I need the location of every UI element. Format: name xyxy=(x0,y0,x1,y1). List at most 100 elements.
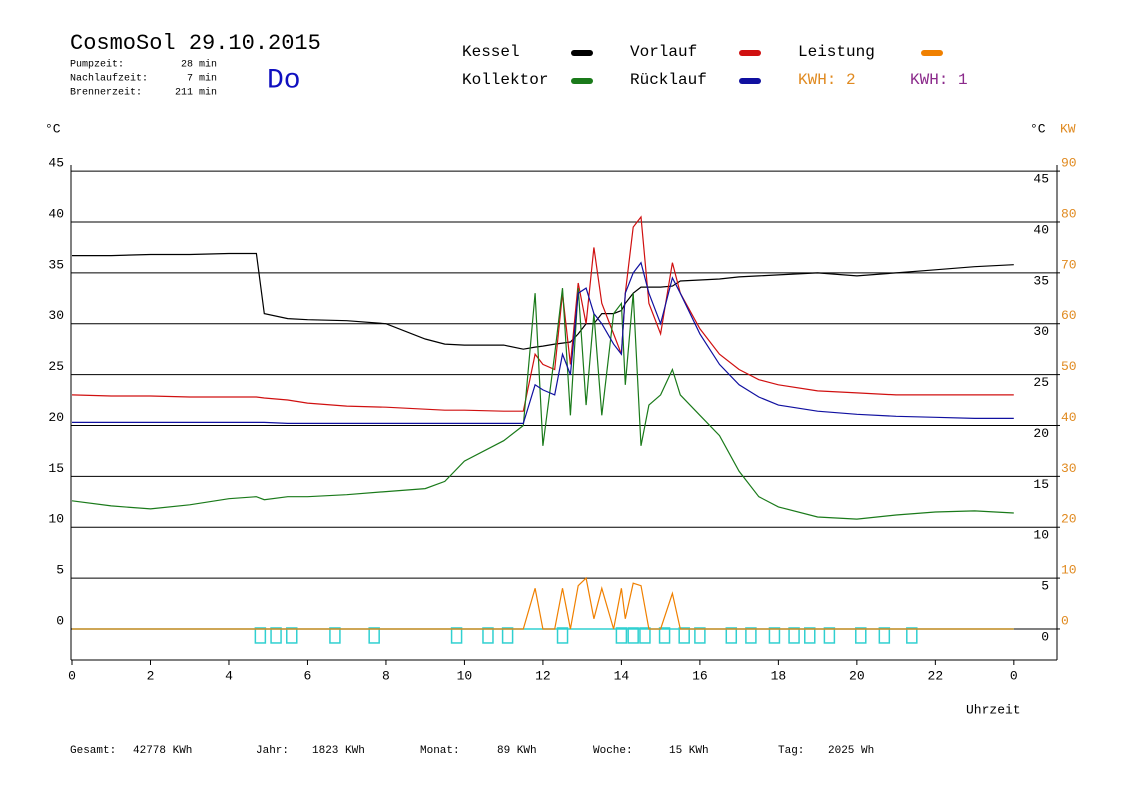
y2-axis-label: KW xyxy=(1060,121,1076,136)
x-tick-label: 20 xyxy=(849,668,865,683)
y2-tick-label: 60 xyxy=(1061,308,1077,323)
pump-event xyxy=(658,627,671,644)
pump-event xyxy=(678,627,690,644)
legend-label: Rücklauf xyxy=(630,71,707,89)
y-tick-label: 40 xyxy=(48,206,64,221)
info-label: Brennerzeit: xyxy=(70,87,142,99)
pump-event xyxy=(906,627,918,644)
pump-event xyxy=(270,627,282,644)
y-right-tick-label: 0 xyxy=(1041,629,1049,644)
y-right-tick-label: 5 xyxy=(1041,579,1049,594)
x-tick-label: 22 xyxy=(928,668,944,683)
weekday: Do xyxy=(267,65,301,96)
x-axis-label: Uhrzeit xyxy=(966,702,1021,717)
series-line xyxy=(72,261,1014,424)
y2-tick-label: 30 xyxy=(1061,461,1077,476)
x-tick-label: 4 xyxy=(225,668,233,683)
y-right-tick-label: 20 xyxy=(1033,426,1049,441)
y-tick-label: 45 xyxy=(48,156,64,171)
x-tick-label: 18 xyxy=(771,668,787,683)
footer-label: Jahr: xyxy=(256,745,289,757)
x-tick-label: 0 xyxy=(1010,668,1018,683)
pump-event xyxy=(482,627,494,644)
info-value: 28 min xyxy=(181,59,217,71)
y-tick-label: 25 xyxy=(48,359,64,374)
kwh-label: KWH: 2 xyxy=(798,71,856,89)
y2-tick-label: 0 xyxy=(1061,613,1069,628)
y-right-tick-label: 25 xyxy=(1033,375,1049,390)
footer-value: 42778 KWh xyxy=(133,745,192,757)
x-tick-label: 2 xyxy=(147,668,155,683)
y-right-tick-label: 30 xyxy=(1033,324,1049,339)
y-right-tick-label: 40 xyxy=(1033,222,1049,237)
footer-label: Woche: xyxy=(593,745,633,757)
footer-value: 15 KWh xyxy=(669,745,709,757)
footer-label: Tag: xyxy=(778,745,804,757)
x-tick-label: 6 xyxy=(304,668,312,683)
info-label: Nachlaufzeit: xyxy=(70,73,148,85)
y2-tick-label: 10 xyxy=(1061,563,1077,578)
kwh-label: KWH: 1 xyxy=(910,71,968,89)
y2-tick-label: 50 xyxy=(1061,359,1077,374)
y2-tick-label: 90 xyxy=(1061,156,1077,171)
y2-tick-label: 40 xyxy=(1061,410,1077,425)
series-line xyxy=(72,252,1014,350)
pump-event xyxy=(725,627,738,644)
legend-label: Kessel xyxy=(462,43,520,61)
legend-label: Kollektor xyxy=(462,71,548,89)
pump-event xyxy=(823,627,836,644)
y-tick-label: 0 xyxy=(56,613,64,628)
y-tick-label: 15 xyxy=(48,461,64,476)
pump-event xyxy=(804,627,816,644)
footer-label: Monat: xyxy=(420,745,460,757)
series-line xyxy=(71,288,1014,520)
y-tick-label: 30 xyxy=(48,308,64,323)
x-tick-label: 12 xyxy=(535,668,551,683)
y-right-tick-label: 45 xyxy=(1033,172,1049,187)
series-line xyxy=(71,215,1014,412)
y2-tick-label: 70 xyxy=(1061,257,1077,272)
y-tick-label: 35 xyxy=(48,257,64,272)
x-tick-label: 10 xyxy=(457,668,473,683)
y-right-label: °C xyxy=(1030,121,1046,136)
footer-value: 2025 Wh xyxy=(828,745,874,757)
x-tick-label: 14 xyxy=(614,668,630,683)
y-tick-label: 5 xyxy=(56,563,64,578)
y-axis-label: °C xyxy=(45,121,61,136)
pump-event xyxy=(286,627,298,644)
x-tick-label: 16 xyxy=(692,668,708,683)
y-right-tick-label: 10 xyxy=(1033,528,1049,543)
info-value: 7 min xyxy=(187,73,217,85)
info-value: 211 min xyxy=(175,87,217,99)
pump-event xyxy=(627,627,639,644)
legend-label: Vorlauf xyxy=(630,43,697,61)
footer-value: 89 KWh xyxy=(497,745,537,757)
pump-event xyxy=(556,627,569,644)
info-label: Pumpzeit: xyxy=(70,59,124,71)
footer-value: 1823 KWh xyxy=(312,745,365,757)
x-tick-label: 8 xyxy=(382,668,390,683)
pump-event xyxy=(745,627,757,644)
pump-event xyxy=(639,627,651,644)
pump-event xyxy=(615,627,628,644)
chart-title: CosmoSol 29.10.2015 xyxy=(70,31,321,56)
y2-tick-label: 20 xyxy=(1061,512,1077,527)
pump-event xyxy=(855,627,867,644)
pump-event xyxy=(501,627,514,644)
y-tick-label: 10 xyxy=(48,512,64,527)
pump-event xyxy=(694,627,706,644)
pump-event xyxy=(878,627,891,644)
series-line xyxy=(72,576,1014,630)
pump-event xyxy=(329,627,341,644)
x-tick-label: 0 xyxy=(68,668,76,683)
pump-event xyxy=(368,627,380,644)
legend-label: Leistung xyxy=(798,43,875,61)
y2-tick-label: 80 xyxy=(1061,206,1077,221)
y-right-tick-label: 15 xyxy=(1033,477,1049,492)
y-right-tick-label: 35 xyxy=(1033,273,1049,288)
pump-event xyxy=(254,627,267,644)
footer-label: Gesamt: xyxy=(70,745,116,757)
y-tick-label: 20 xyxy=(48,410,64,425)
